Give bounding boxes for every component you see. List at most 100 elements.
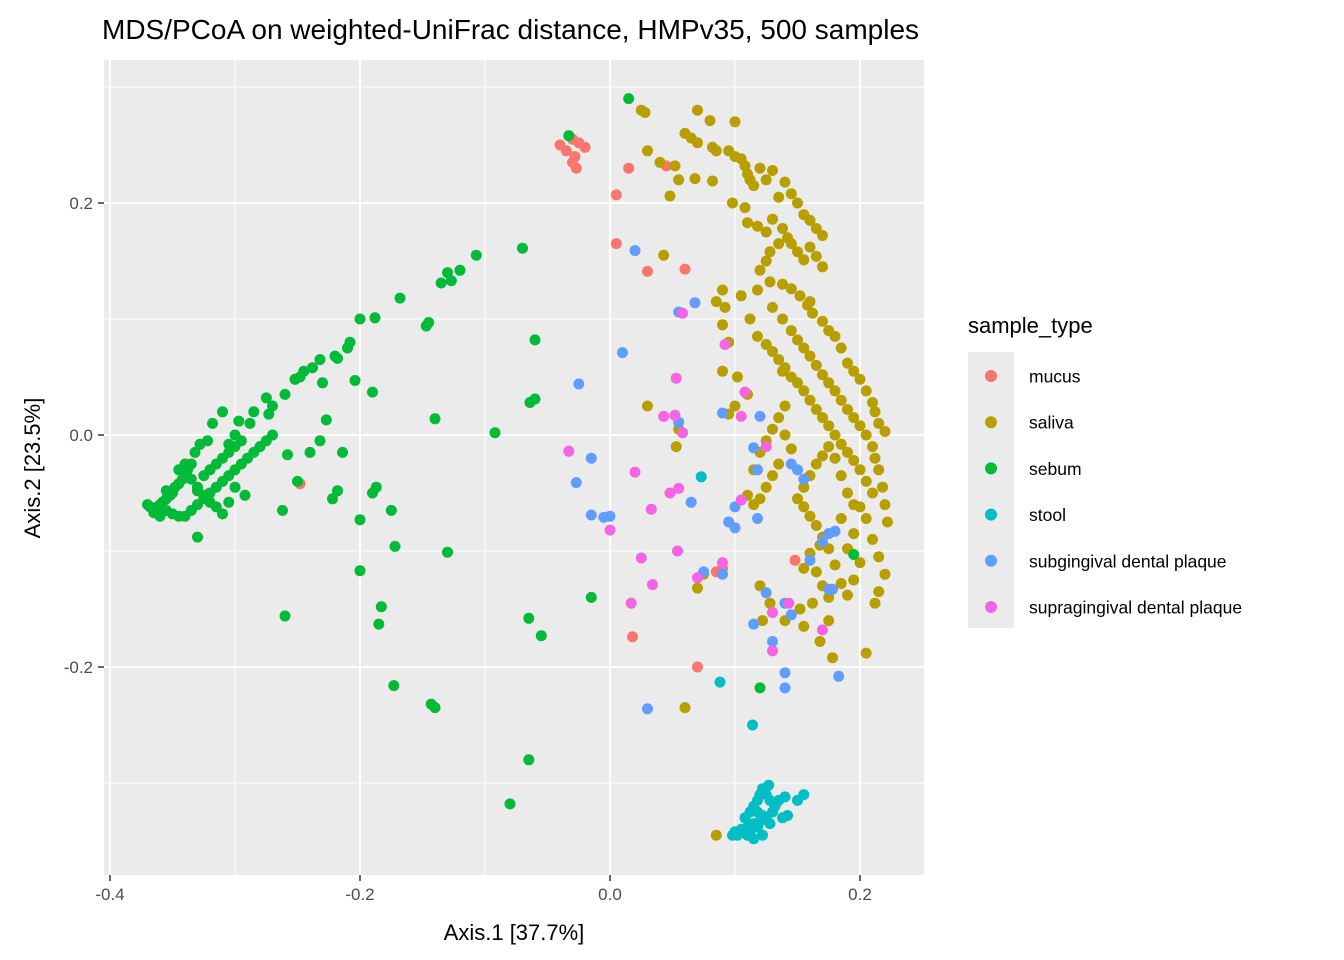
point-saliva <box>735 290 747 302</box>
point-saliva <box>798 501 810 513</box>
legend-key-background <box>968 352 1014 628</box>
legend-key-supragingival-dental-plaque <box>985 601 997 613</box>
legend-key-stool <box>985 508 997 521</box>
point-saliva <box>710 145 722 157</box>
point-mucus <box>623 162 635 174</box>
point-saliva <box>835 578 847 589</box>
point-sebum <box>388 680 400 692</box>
point-saliva <box>767 165 778 176</box>
point-stool <box>695 471 707 483</box>
point-saliva <box>792 334 803 346</box>
point-subgingival-dental-plaque <box>748 442 760 454</box>
point-saliva <box>760 481 772 493</box>
point-saliva <box>879 426 891 437</box>
point-sebum <box>563 130 575 142</box>
point-subgingival-dental-plaque <box>717 568 728 580</box>
point-stool <box>747 719 758 731</box>
point-supragingival-dental-plaque <box>719 339 731 350</box>
y-axis: -0.2 0.0 0.2 <box>64 194 104 677</box>
point-saliva <box>798 342 810 354</box>
point-sebum <box>142 499 153 511</box>
point-saliva <box>670 441 682 453</box>
point-saliva <box>877 481 888 493</box>
point-saliva <box>798 562 810 574</box>
point-saliva <box>773 458 785 470</box>
point-saliva <box>777 365 788 377</box>
point-saliva <box>767 213 778 225</box>
point-saliva <box>848 499 860 511</box>
point-sebum <box>279 610 291 622</box>
point-saliva <box>823 420 835 432</box>
point-saliva <box>669 160 681 172</box>
point-saliva <box>848 455 860 466</box>
point-sebum <box>445 275 457 287</box>
point-sebum <box>189 446 201 458</box>
point-saliva <box>785 325 797 337</box>
point-saliva <box>873 551 885 563</box>
point-sebum <box>233 415 245 427</box>
point-sebum <box>327 493 338 505</box>
point-subgingival-dental-plaque <box>767 636 778 647</box>
legend-title: sample_type <box>968 313 1093 338</box>
point-sebum <box>504 798 516 810</box>
point-saliva <box>752 220 763 232</box>
legend-label-subgingival-dental-plaque: subgingival dental plaque <box>1029 551 1227 571</box>
point-saliva <box>798 620 810 632</box>
point-saliva <box>810 458 822 470</box>
point-supragingival-dental-plaque <box>625 597 637 609</box>
point-saliva <box>804 214 816 226</box>
point-saliva <box>742 217 753 229</box>
point-subgingival-dental-plaque <box>642 703 653 715</box>
point-stool <box>782 810 793 821</box>
point-sebum <box>289 373 301 385</box>
point-saliva <box>764 597 776 609</box>
point-saliva <box>779 400 791 412</box>
point-sebum <box>470 249 482 261</box>
point-saliva <box>792 493 803 505</box>
point-supragingival-dental-plaque <box>658 410 670 422</box>
point-supragingival-dental-plaque <box>817 624 828 636</box>
y-tick-label: -0.2 <box>64 658 93 677</box>
point-stool <box>763 779 775 791</box>
point-saliva <box>842 404 853 415</box>
point-saliva <box>658 249 670 261</box>
point-saliva <box>867 441 878 453</box>
point-saliva <box>842 487 853 499</box>
point-sebum <box>517 242 528 254</box>
point-sebum <box>367 386 378 398</box>
point-saliva <box>842 357 853 369</box>
point-saliva <box>823 441 835 453</box>
point-saliva <box>679 702 691 714</box>
point-supragingival-dental-plaque <box>760 441 772 453</box>
point-sebum <box>442 546 453 558</box>
point-saliva <box>785 443 797 455</box>
point-saliva <box>869 452 881 464</box>
point-saliva <box>764 276 776 288</box>
point-saliva <box>717 365 728 377</box>
point-sebum <box>429 702 441 714</box>
point-saliva <box>804 350 816 362</box>
point-sebum <box>277 504 288 516</box>
legend-label-sebum: sebum <box>1029 459 1082 479</box>
point-supragingival-dental-plaque <box>604 524 616 536</box>
point-saliva <box>654 156 666 168</box>
point-sebum <box>263 408 275 420</box>
point-sebum <box>349 375 361 386</box>
point-sebum <box>304 446 316 458</box>
point-sebum <box>389 540 401 552</box>
point-saliva <box>860 385 872 397</box>
point-saliva <box>664 190 676 202</box>
point-stool <box>714 676 726 688</box>
point-sebum <box>337 446 348 458</box>
point-saliva <box>810 359 822 371</box>
point-supragingival-dental-plaque <box>672 545 683 557</box>
point-mucus <box>610 189 622 201</box>
point-sebum <box>489 427 501 439</box>
legend-key-subgingival-dental-plaque <box>985 554 997 567</box>
point-saliva <box>807 307 818 319</box>
point-sebum <box>160 485 172 497</box>
point-sebum <box>354 565 366 577</box>
point-sebum <box>754 682 766 694</box>
point-saliva <box>794 290 806 302</box>
point-saliva <box>777 223 788 234</box>
